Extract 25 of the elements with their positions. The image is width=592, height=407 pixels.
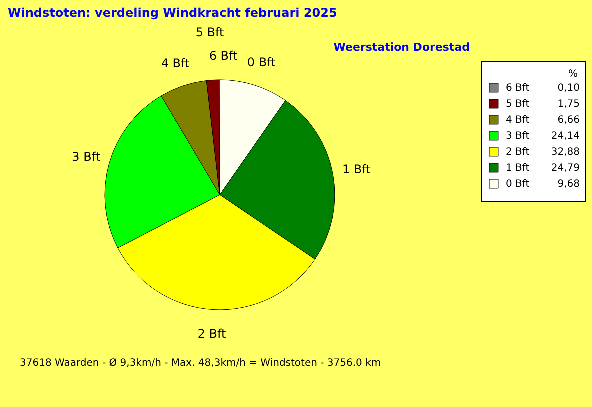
legend-label: 3 Bft: [506, 131, 530, 142]
data-label: 32,88: [551, 147, 580, 158]
data-label: 6,66: [558, 115, 580, 126]
text: Weerstation Dorestad: [334, 41, 470, 54]
chart-title: Windstoten: verdeling Windkracht februari 2025: [8, 6, 338, 20]
slice-label: 6 Bft: [209, 49, 238, 63]
slice-label: 5 Bft: [196, 25, 225, 40]
text: 37618 Waarden - Ø 9,3km/h - Max. 48,3km/h = Windstoten - 3756.0 km: [20, 358, 382, 369]
legend-label: 1 Bft: [506, 163, 530, 174]
data-label: 1,75: [558, 99, 580, 110]
slice-label: 0 Bft: [247, 55, 276, 70]
legend-label: 0 Bft: [506, 179, 530, 190]
data-label: 24,79: [551, 163, 580, 174]
data-label: 0,10: [558, 83, 580, 94]
data-label: 9,68: [558, 179, 580, 190]
legend-title: %: [568, 69, 578, 80]
legend-label: 6 Bft: [506, 83, 530, 94]
slice-label: 2 Bft: [198, 326, 227, 341]
slice-label: 4 Bft: [161, 56, 190, 70]
legend-label: 4 Bft: [506, 115, 530, 126]
slice-label: 1 Bft: [342, 162, 372, 177]
legend-label: 2 Bft: [506, 147, 530, 158]
legend-label: 5 Bft: [506, 99, 530, 110]
data-label: 24,14: [551, 131, 580, 142]
slice-label: 3 Bft: [72, 150, 101, 164]
